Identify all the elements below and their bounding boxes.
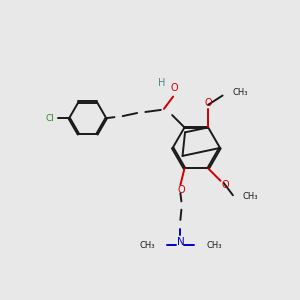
Text: O: O <box>204 98 212 108</box>
Text: CH₃: CH₃ <box>233 88 248 97</box>
Text: CH₃: CH₃ <box>242 192 258 201</box>
Text: O: O <box>170 83 178 93</box>
Text: N: N <box>176 237 184 247</box>
Text: O: O <box>222 180 230 190</box>
Text: CH₃: CH₃ <box>206 241 222 250</box>
Text: H: H <box>158 78 166 88</box>
Text: Cl: Cl <box>45 114 54 123</box>
Text: CH₃: CH₃ <box>139 241 154 250</box>
Text: O: O <box>178 185 185 195</box>
